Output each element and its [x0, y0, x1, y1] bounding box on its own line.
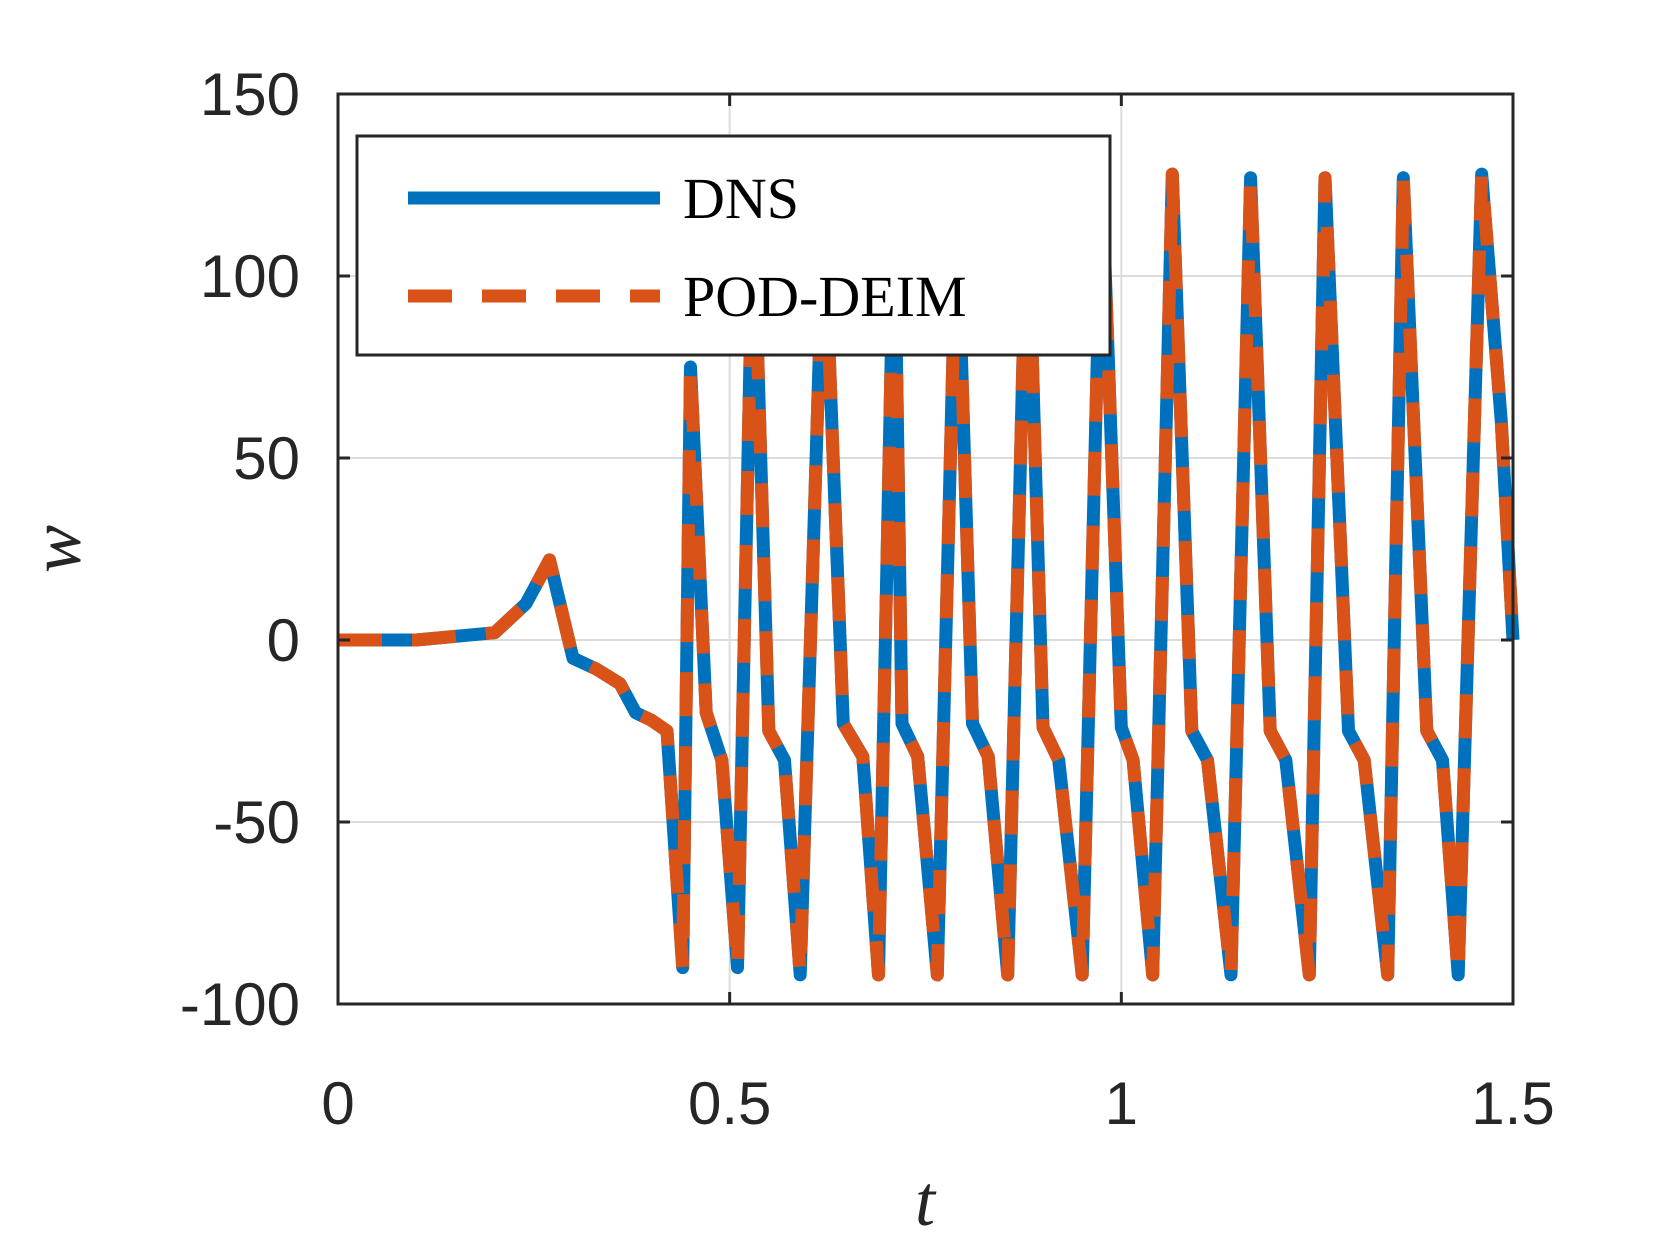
- ticks: [336, 92, 1515, 1006]
- y-tick-label: 150: [200, 61, 300, 128]
- x-tick-label: 0.5: [688, 1070, 771, 1137]
- y-tick-label: 0: [267, 607, 300, 674]
- x-axis-label: t: [915, 1161, 937, 1241]
- x-tick-labels: 0 0.5 1 1.5: [321, 1070, 1554, 1137]
- y-tick-label: 50: [233, 425, 300, 492]
- x-tick-label: 0: [321, 1070, 354, 1137]
- y-tick-label: -100: [180, 971, 300, 1038]
- legend-box: [355, 134, 1112, 357]
- legend-label-pod-deim: POD-DEIM: [683, 264, 967, 329]
- series-line-pod-deim: [338, 167, 1520, 982]
- x-tick-label: 1.5: [1471, 1070, 1554, 1137]
- x-tick-label: 1: [1105, 1070, 1138, 1137]
- y-axis-label: w: [16, 525, 96, 573]
- series-layer: [338, 167, 1520, 982]
- legend: DNS POD-DEIM: [355, 134, 1112, 357]
- y-tick-labels: -100 -50 0 50 100 150: [180, 61, 300, 1038]
- plot-frame: [336, 92, 1515, 1006]
- y-tick-label: 100: [200, 243, 300, 310]
- y-tick-label: -50: [213, 789, 300, 856]
- legend-label-dns: DNS: [683, 166, 799, 231]
